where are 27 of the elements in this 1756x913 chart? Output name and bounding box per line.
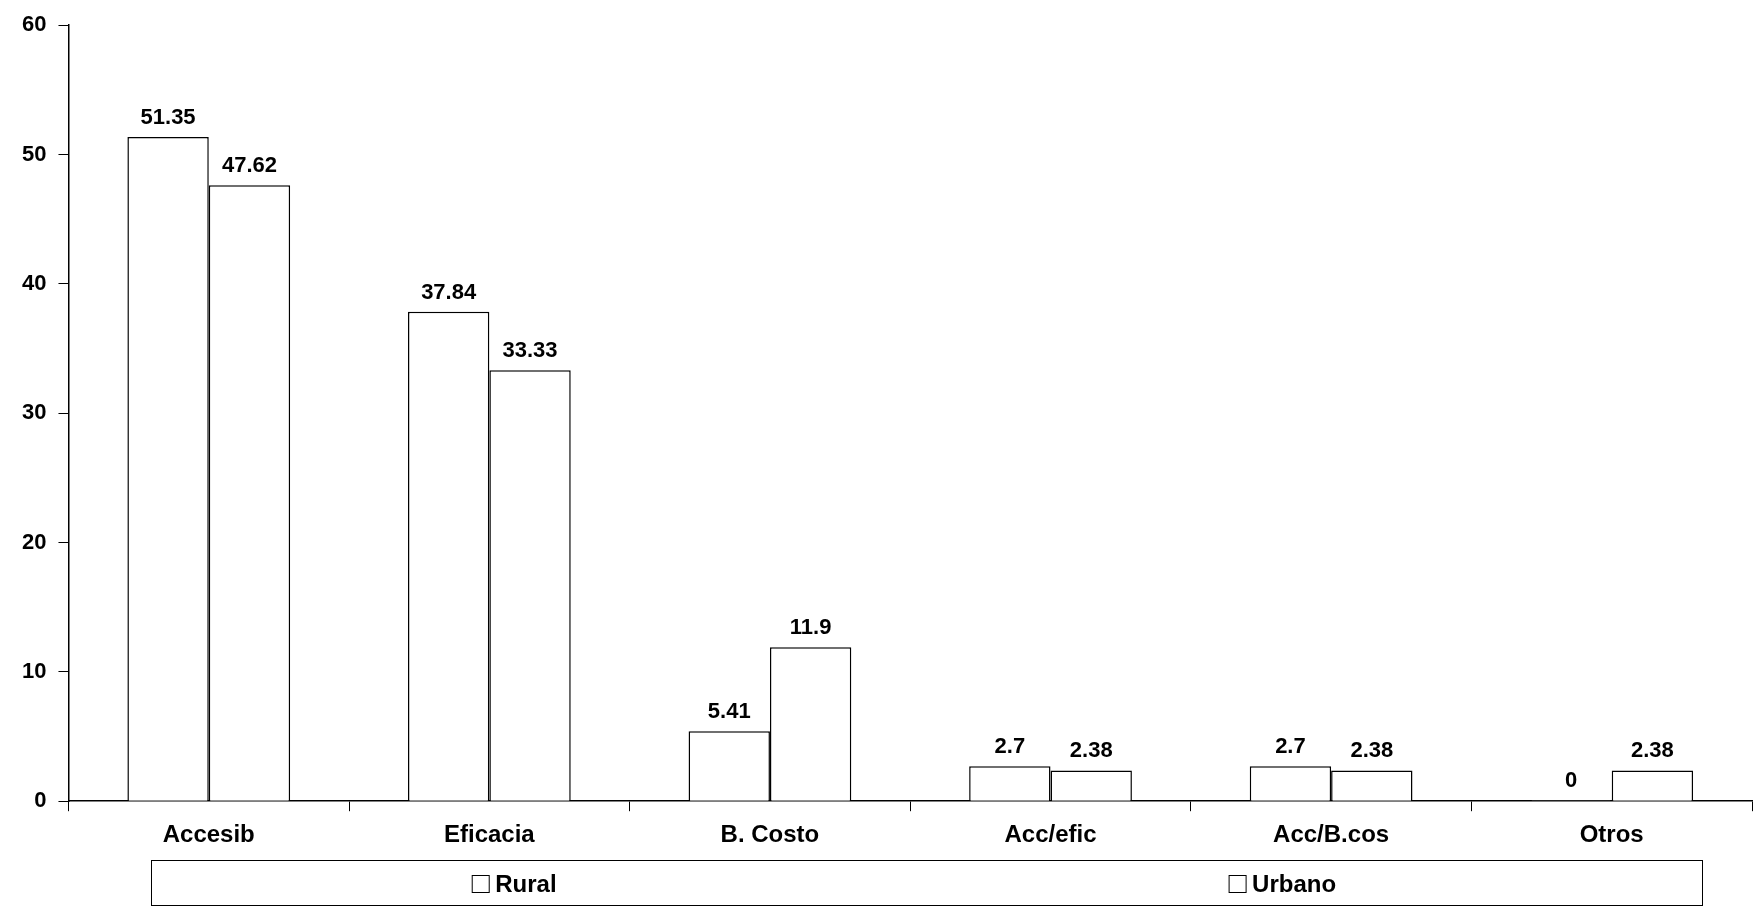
text: Rural: [495, 870, 557, 898]
data-label: 47.62: [221, 152, 277, 178]
data-label: 37.84: [421, 278, 477, 304]
data-label: 11.9: [789, 614, 832, 640]
text: Urbano: [1252, 870, 1337, 898]
y-tick-label: 30: [21, 399, 47, 425]
x-tick-label: B. Costo: [720, 820, 820, 848]
x-tick-label: Eficacia: [443, 820, 536, 848]
data-label: 2.7: [994, 733, 1026, 759]
data-label: 51.35: [140, 104, 196, 130]
x-tick-label: Accesib: [162, 820, 255, 848]
x-tick-label: Otros: [1579, 820, 1644, 848]
x-tick-label: Acc/B.cos: [1273, 820, 1390, 848]
data-label: 5.41: [707, 698, 751, 724]
y-tick-label: 10: [21, 657, 47, 683]
y-tick-label: 50: [21, 140, 47, 166]
y-tick-label: 60: [21, 11, 47, 37]
data-label: 2.38: [1350, 737, 1394, 763]
y-tick-label: 20: [21, 528, 47, 554]
x-tick-label: Acc/efic: [1004, 820, 1097, 848]
y-tick-label: 0: [34, 787, 47, 813]
y-tick-label: 40: [21, 269, 47, 295]
data-label: 2.7: [1275, 733, 1306, 759]
data-label: 2.38: [1069, 737, 1113, 763]
data-label: 0: [1564, 767, 1578, 793]
data-label: 2.38: [1630, 737, 1674, 763]
data-label: 33.33: [502, 337, 558, 363]
